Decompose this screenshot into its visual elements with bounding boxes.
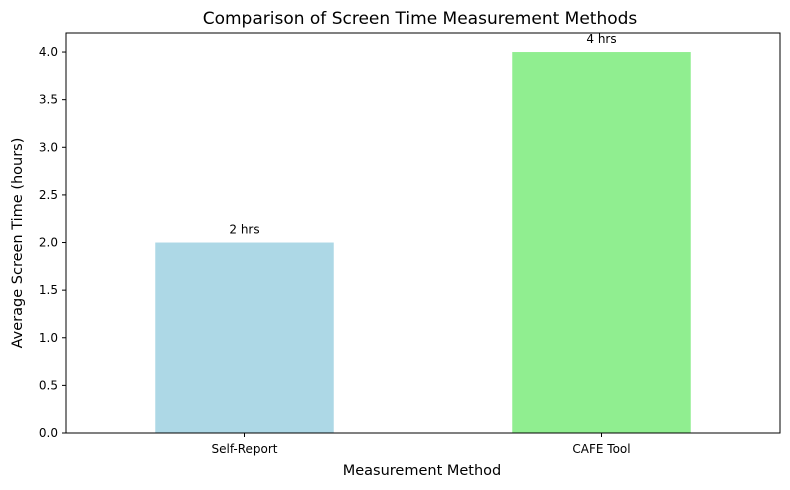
- bar-value-label: 4 hrs: [586, 32, 616, 46]
- y-tick-label: 2.0: [39, 236, 58, 250]
- bar-value-label: 2 hrs: [229, 223, 259, 237]
- bar: [512, 52, 691, 434]
- y-tick-label: 2.5: [39, 188, 58, 202]
- y-tick-label: 3.0: [39, 140, 58, 154]
- bar: [155, 242, 334, 433]
- y-tick-label: 0.5: [39, 378, 58, 392]
- y-tick-label: 3.5: [39, 93, 58, 107]
- x-axis-label: Measurement Method: [343, 463, 502, 479]
- y-tick-label: 0.0: [39, 426, 58, 440]
- x-tick-label: CAFE Tool: [572, 442, 630, 456]
- y-tick-label: 1.0: [39, 331, 58, 345]
- plot-area: 2 hrs Self-Report 4 hrs CAFE Tool 0.0 0.5 1.0 1…: [39, 32, 781, 456]
- x-tick-label: Self-Report: [211, 442, 277, 456]
- axes-frame: [65, 32, 781, 434]
- y-axis-label: Average Screen Time (hours): [10, 138, 26, 349]
- chart-title: Comparison of Screen Time Measurement Me…: [203, 9, 638, 29]
- y-tick-label: 1.5: [39, 283, 58, 297]
- y-tick-label: 4.0: [39, 45, 58, 59]
